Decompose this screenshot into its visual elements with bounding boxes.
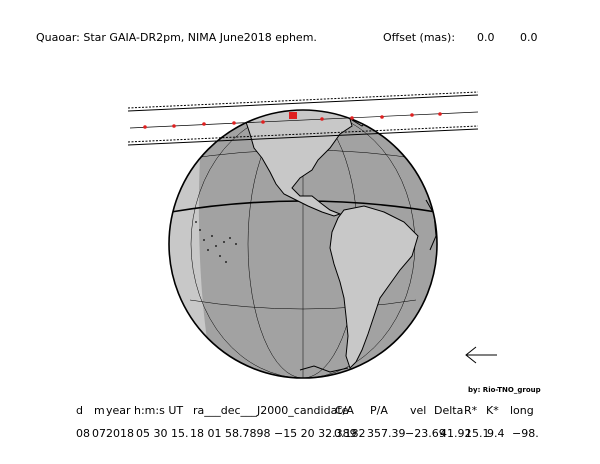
header-k-mag: K*	[486, 404, 499, 417]
path-time-dots	[143, 112, 442, 129]
header-day: d	[76, 404, 83, 417]
value-year: 2018	[106, 427, 134, 440]
header-radec: ra___dec___J2000_candidate	[193, 404, 349, 417]
value-time: 05 30 15.	[136, 427, 189, 440]
pacific-islands	[195, 221, 237, 263]
offset-x-value: 0.0	[477, 31, 495, 44]
shadow-path	[127, 91, 479, 146]
value-r-mag: 15.1	[465, 427, 490, 440]
greenland	[351, 110, 373, 127]
header-r-mag: R*	[464, 404, 478, 417]
header-long: long	[510, 404, 534, 417]
table-header-row: d m year h:m:s UT ra___dec___J2000_candi…	[0, 405, 600, 417]
offset-y-value: 0.0	[520, 31, 538, 44]
value-delta: 41.92	[440, 427, 472, 440]
table-value-row: 08 07 2018 05 30 15. 18 01 58.7898 −15 2…	[0, 428, 600, 440]
value-vel: −23.69	[405, 427, 446, 440]
header-ca: C/A	[335, 404, 354, 417]
offset-label: Offset (mas):	[383, 31, 456, 44]
header-vel: vel	[410, 404, 427, 417]
north-america	[243, 110, 353, 217]
arrow-left-icon	[465, 346, 497, 364]
header-time: h:m:s UT	[134, 404, 184, 417]
header-delta: Delta	[434, 404, 464, 417]
closest-approach-marker	[289, 112, 297, 119]
value-radec: 18 01 58.7898 −15 20 32.389	[190, 427, 357, 440]
value-long: −98.	[512, 427, 539, 440]
value-month: 07	[92, 427, 106, 440]
header-year: year	[106, 404, 131, 417]
header-pa: P/A	[370, 404, 388, 417]
value-k-mag: 9.4	[487, 427, 505, 440]
credit-label: by: Rio-TNO_group	[468, 386, 541, 394]
value-day: 08	[76, 427, 90, 440]
value-ca: 0.182	[334, 427, 366, 440]
south-america	[329, 205, 419, 369]
header-month: m	[94, 404, 105, 417]
earth-globe	[168, 109, 438, 379]
chart-title: Quaoar: Star GAIA-DR2pm, NIMA June2018 e…	[36, 31, 317, 44]
value-pa: 357.39	[367, 427, 406, 440]
night-region	[198, 110, 437, 378]
